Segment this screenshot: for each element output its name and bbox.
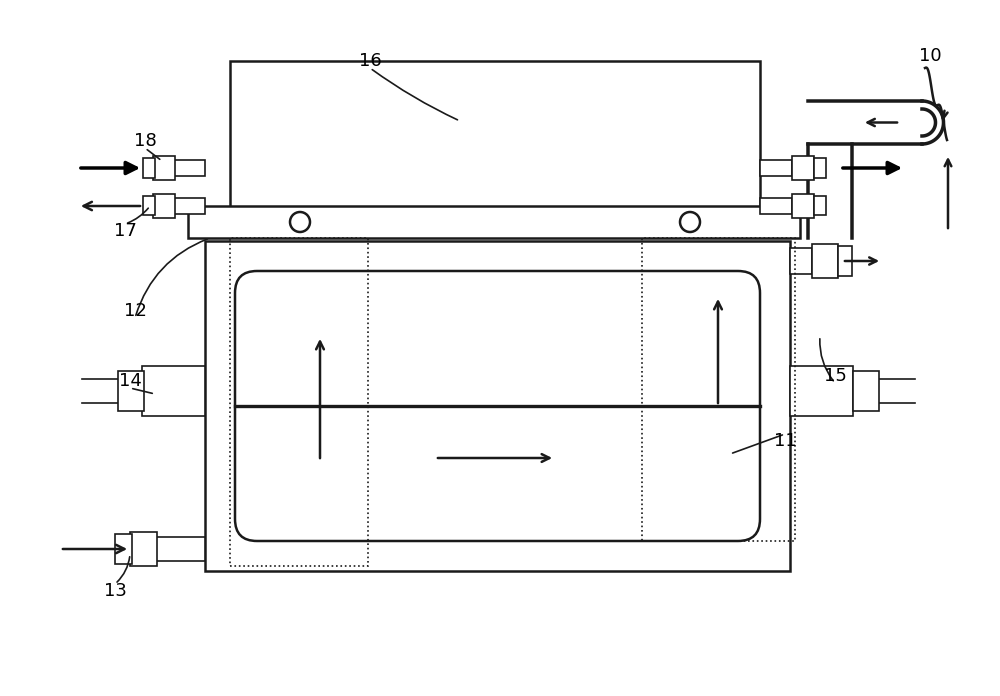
- Text: 10: 10: [919, 47, 941, 65]
- Bar: [642, 238, 795, 541]
- Bar: [173, 198, 205, 214]
- Bar: [838, 246, 852, 276]
- Bar: [760, 161, 792, 175]
- Bar: [814, 196, 826, 216]
- Bar: [792, 157, 814, 180]
- Bar: [143, 196, 155, 216]
- Bar: [115, 534, 132, 564]
- Text: 13: 13: [104, 582, 126, 600]
- Text: 17: 17: [114, 222, 136, 240]
- Bar: [790, 248, 812, 274]
- Bar: [188, 206, 800, 238]
- Text: 14: 14: [119, 372, 141, 390]
- Bar: [118, 371, 144, 411]
- FancyBboxPatch shape: [235, 271, 760, 541]
- Bar: [155, 537, 205, 561]
- Bar: [143, 159, 155, 177]
- Bar: [230, 61, 760, 211]
- Bar: [792, 194, 814, 217]
- Text: 16: 16: [359, 52, 381, 70]
- Text: 18: 18: [134, 132, 156, 150]
- Bar: [142, 366, 205, 416]
- Bar: [153, 194, 175, 217]
- Text: 12: 12: [124, 302, 146, 320]
- Bar: [853, 371, 879, 411]
- Text: 11: 11: [774, 432, 796, 450]
- Bar: [130, 532, 157, 566]
- Text: 15: 15: [824, 367, 846, 385]
- Bar: [205, 241, 790, 571]
- Bar: [230, 238, 368, 566]
- Bar: [153, 157, 175, 180]
- Bar: [790, 366, 853, 416]
- Bar: [760, 198, 792, 214]
- Bar: [812, 244, 838, 278]
- Bar: [173, 161, 205, 175]
- Bar: [814, 159, 826, 177]
